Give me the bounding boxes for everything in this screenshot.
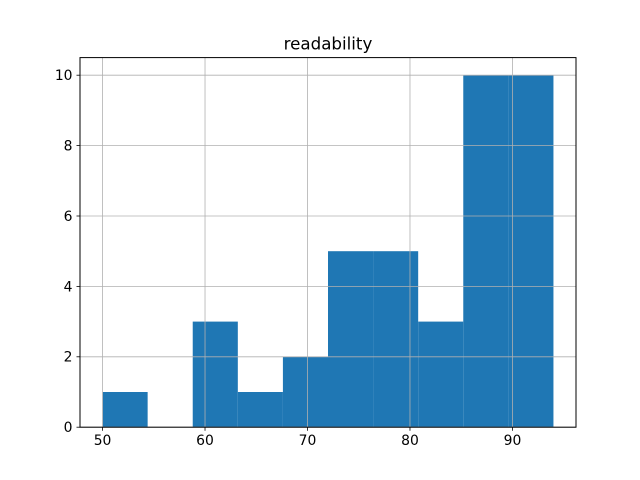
bars-group xyxy=(102,75,554,428)
x-tick-label: 60 xyxy=(196,433,214,449)
y-tick-label: 6 xyxy=(64,209,73,225)
histogram-bar xyxy=(328,251,374,428)
histogram-bar xyxy=(508,75,554,428)
axes-spines xyxy=(79,57,577,428)
y-tick-label: 0 xyxy=(64,420,73,436)
histogram-bar xyxy=(463,75,509,428)
chart-title: readability xyxy=(284,34,373,54)
y-tick-label: 10 xyxy=(55,68,73,84)
x-tick-label: 50 xyxy=(94,433,112,449)
y-tick-label: 4 xyxy=(64,279,73,295)
tick-marks-group xyxy=(76,74,513,431)
histogram-bar xyxy=(418,321,464,428)
histogram-bar xyxy=(282,356,328,428)
y-tick-label: 8 xyxy=(64,139,73,155)
histogram-bar xyxy=(373,251,419,428)
histogram-bar xyxy=(237,392,283,428)
x-tick-label: 70 xyxy=(299,433,317,449)
x-tick-label: 90 xyxy=(504,433,522,449)
y-tick-label: 2 xyxy=(64,350,73,366)
x-tick-label: 80 xyxy=(401,433,419,449)
histogram-bar xyxy=(192,321,238,428)
tick-labels-group: 50 60 70 80 90 0 2 4 6 8 10 xyxy=(55,68,521,449)
histogram-bar xyxy=(102,392,148,428)
